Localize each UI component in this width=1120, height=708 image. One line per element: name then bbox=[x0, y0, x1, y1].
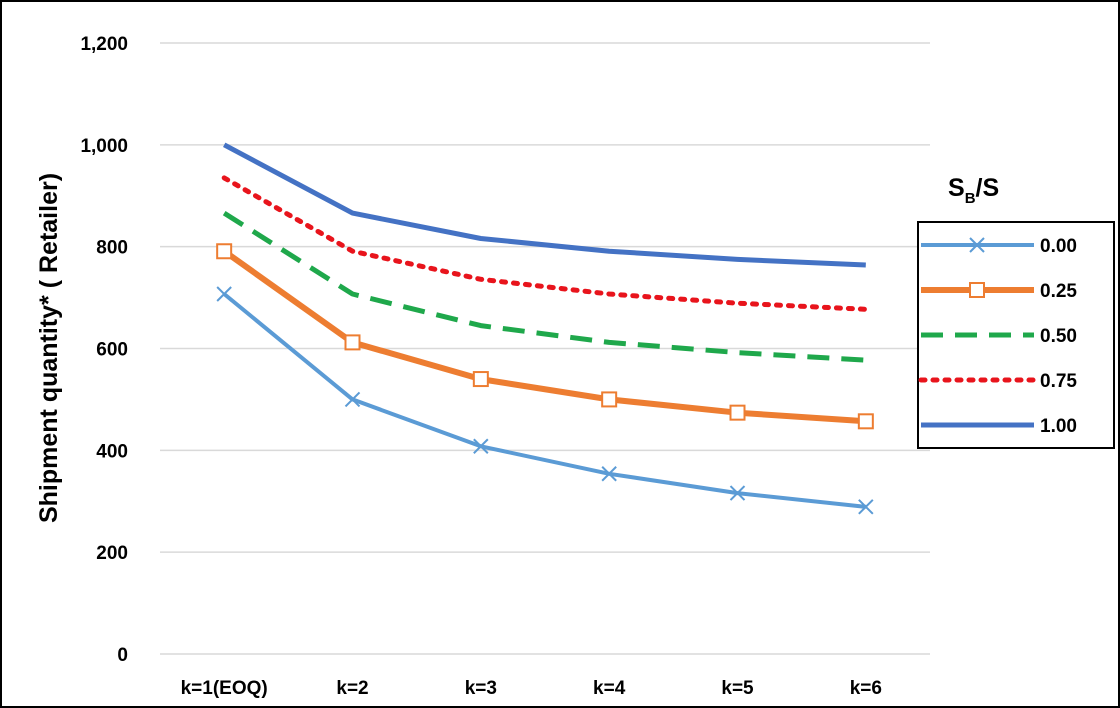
series-0.25 bbox=[216, 243, 874, 430]
series-line bbox=[223, 142, 866, 268]
marker-x bbox=[344, 391, 361, 408]
y-tick-label: 800 bbox=[96, 238, 128, 259]
x-tick-labels: k=1(EOQ) k=2 k=3 k=4 k=5 k=6 bbox=[181, 678, 882, 699]
legend-label: 0.00 bbox=[1040, 236, 1077, 257]
legend-label: 1.00 bbox=[1040, 416, 1077, 437]
series-line bbox=[221, 175, 869, 312]
series-0.50 bbox=[222, 210, 866, 363]
y-tick-labels: 0 200 400 600 800 1,000 1,200 bbox=[80, 34, 128, 666]
series-lines bbox=[216, 142, 874, 515]
marker-x bbox=[858, 499, 874, 515]
legend-title-main: S bbox=[948, 174, 965, 202]
x-tick-label: k=1(EOQ) bbox=[181, 678, 268, 699]
series-line bbox=[222, 292, 867, 509]
marker-square bbox=[729, 404, 746, 421]
legend-item: 0.50 bbox=[921, 326, 1077, 347]
x-tick-label: k=2 bbox=[336, 678, 368, 699]
legend-item: 0.75 bbox=[918, 371, 1077, 392]
y-tick-label: 400 bbox=[96, 441, 128, 462]
marker-square bbox=[216, 243, 233, 260]
x-tick-label: k=3 bbox=[465, 678, 497, 699]
y-tick-label: 0 bbox=[117, 645, 128, 666]
legend-title-sub: B bbox=[965, 190, 976, 207]
legend-title: SB/S bbox=[948, 174, 999, 207]
gridlines bbox=[160, 42, 930, 655]
series-line bbox=[222, 210, 866, 363]
legend-box bbox=[917, 221, 1115, 449]
marker-x bbox=[729, 485, 746, 501]
y-tick-label: 600 bbox=[96, 340, 128, 361]
marker-square bbox=[857, 413, 874, 430]
x-tick-label: k=4 bbox=[593, 678, 626, 699]
marker-x bbox=[601, 466, 617, 482]
marker-square bbox=[969, 282, 985, 298]
series-1.00 bbox=[223, 142, 866, 268]
marker-x bbox=[216, 286, 232, 302]
marker-square bbox=[472, 371, 489, 388]
y-tick-label: 1,000 bbox=[80, 136, 128, 157]
y-axis-title: Shipment quantity* ( Retailer) bbox=[35, 173, 63, 523]
legend-label: 0.50 bbox=[1040, 326, 1077, 347]
legend-item: 0.00 bbox=[921, 236, 1077, 257]
legend: 0.00 0.25 0.50 0.75 1.00 bbox=[918, 236, 1077, 437]
marker-square bbox=[601, 391, 618, 408]
x-tick-label: k=5 bbox=[721, 678, 754, 699]
series-0.75 bbox=[221, 175, 869, 312]
series-line bbox=[222, 248, 867, 425]
y-tick-label: 1,200 bbox=[80, 34, 128, 55]
series-0.00 bbox=[216, 286, 874, 515]
legend-item: 1.00 bbox=[921, 416, 1077, 437]
legend-label: 0.75 bbox=[1040, 371, 1077, 392]
marker-x bbox=[473, 438, 489, 454]
legend-item: 0.25 bbox=[921, 281, 1077, 302]
legend-label: 0.25 bbox=[1040, 281, 1077, 302]
x-tick-label: k=6 bbox=[850, 678, 882, 699]
marker-x bbox=[969, 237, 985, 253]
marker-square bbox=[344, 334, 361, 351]
y-tick-label: 200 bbox=[96, 543, 128, 564]
legend-title-tail: /S bbox=[976, 174, 1000, 202]
